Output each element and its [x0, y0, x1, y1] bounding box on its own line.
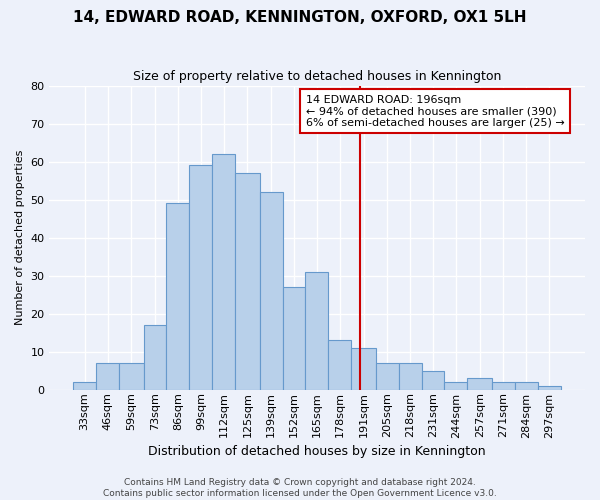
Text: 14, EDWARD ROAD, KENNINGTON, OXFORD, OX1 5LH: 14, EDWARD ROAD, KENNINGTON, OXFORD, OX1…	[73, 10, 527, 25]
Bar	[399, 363, 422, 390]
Text: 14 EDWARD ROAD: 196sqm
← 94% of detached houses are smaller (390)
6% of semi-det: 14 EDWARD ROAD: 196sqm ← 94% of detached…	[305, 94, 564, 128]
Bar	[515, 382, 538, 390]
Bar	[538, 386, 560, 390]
Bar	[73, 382, 96, 390]
Bar	[235, 173, 260, 390]
Bar	[283, 287, 305, 390]
Bar	[212, 154, 235, 390]
Bar	[492, 382, 515, 390]
Bar	[351, 348, 376, 390]
Title: Size of property relative to detached houses in Kennington: Size of property relative to detached ho…	[133, 70, 501, 83]
Bar	[260, 192, 283, 390]
Text: Contains HM Land Registry data © Crown copyright and database right 2024.
Contai: Contains HM Land Registry data © Crown c…	[103, 478, 497, 498]
Bar	[305, 272, 328, 390]
Bar	[328, 340, 351, 390]
Bar	[422, 370, 445, 390]
Bar	[96, 363, 119, 390]
Bar	[143, 325, 166, 390]
X-axis label: Distribution of detached houses by size in Kennington: Distribution of detached houses by size …	[148, 444, 486, 458]
Bar	[190, 166, 212, 390]
Bar	[166, 204, 190, 390]
Bar	[467, 378, 492, 390]
Bar	[119, 363, 143, 390]
Y-axis label: Number of detached properties: Number of detached properties	[15, 150, 25, 326]
Bar	[445, 382, 467, 390]
Bar	[376, 363, 399, 390]
